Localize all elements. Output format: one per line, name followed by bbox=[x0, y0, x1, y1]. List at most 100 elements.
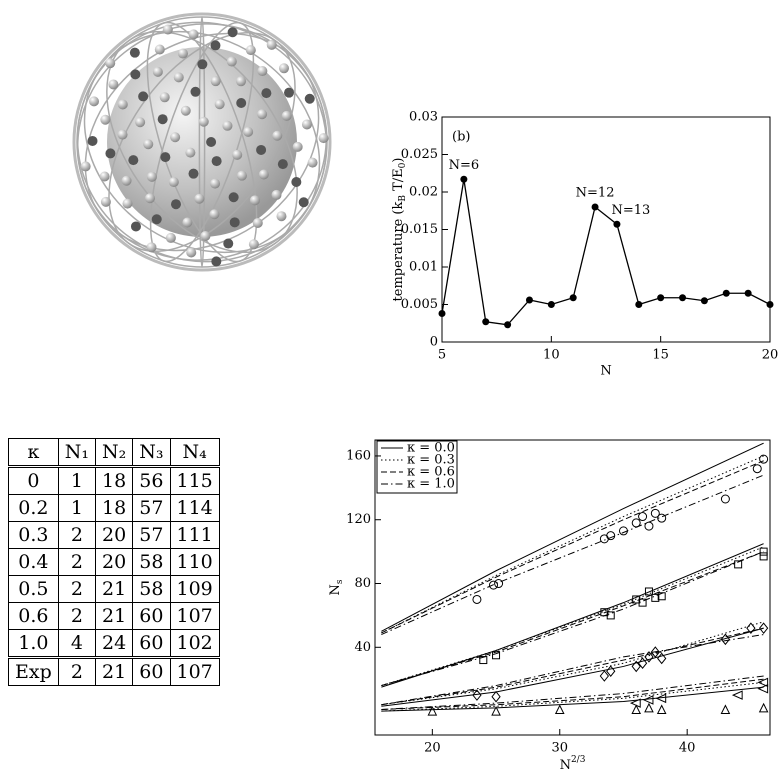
atom bbox=[299, 197, 309, 207]
atom bbox=[118, 99, 128, 109]
cell: 21 bbox=[96, 658, 133, 686]
atom bbox=[143, 139, 153, 149]
atom bbox=[100, 172, 110, 182]
annotation: N=13 bbox=[612, 203, 651, 218]
cell: 111 bbox=[170, 522, 219, 549]
cell: 60 bbox=[133, 658, 170, 686]
data-point bbox=[439, 310, 446, 317]
marker bbox=[428, 707, 436, 715]
atom bbox=[284, 88, 294, 98]
cell: 2 bbox=[58, 576, 95, 603]
atom bbox=[199, 117, 209, 127]
atom bbox=[130, 69, 140, 79]
cluster-image bbox=[41, 0, 363, 298]
data-point bbox=[570, 294, 577, 301]
atom bbox=[256, 145, 266, 155]
atom bbox=[171, 199, 181, 209]
cell: 20 bbox=[96, 549, 133, 576]
atom bbox=[209, 209, 219, 219]
y-label-main: N bbox=[328, 584, 343, 595]
atom bbox=[194, 194, 204, 204]
cell: Exp bbox=[9, 658, 59, 686]
atom bbox=[223, 239, 233, 249]
atom bbox=[128, 155, 138, 165]
atom bbox=[130, 48, 140, 58]
marker bbox=[760, 553, 767, 560]
x-tick-label: 40 bbox=[679, 741, 696, 756]
header-cell: N₂ bbox=[96, 439, 133, 467]
atom bbox=[210, 179, 220, 189]
marker bbox=[607, 532, 615, 540]
x-tick-label: 20 bbox=[424, 741, 441, 756]
atom bbox=[122, 199, 132, 209]
atom bbox=[227, 57, 237, 67]
atom bbox=[197, 59, 207, 69]
y-label-part: ) bbox=[391, 158, 406, 163]
atom bbox=[182, 218, 192, 228]
y-tick-label: 0.03 bbox=[409, 110, 438, 125]
atom bbox=[236, 98, 246, 108]
atom bbox=[152, 214, 162, 224]
marker bbox=[721, 495, 729, 503]
data-point bbox=[504, 321, 511, 328]
atom bbox=[145, 193, 155, 203]
y-tick-label: 0.015 bbox=[401, 222, 438, 237]
atom bbox=[212, 156, 222, 166]
data-point bbox=[723, 290, 730, 297]
atom bbox=[279, 63, 289, 73]
y-label-sub: s bbox=[335, 579, 345, 584]
data-point bbox=[657, 294, 664, 301]
atom bbox=[278, 159, 288, 169]
atom bbox=[163, 25, 173, 35]
cell: 0.3 bbox=[9, 522, 59, 549]
atom bbox=[178, 49, 188, 59]
atom bbox=[101, 197, 111, 207]
atom bbox=[230, 217, 240, 227]
marker bbox=[473, 595, 481, 603]
atom bbox=[302, 119, 312, 129]
data-point bbox=[592, 204, 599, 211]
atom bbox=[89, 96, 99, 106]
marker bbox=[644, 696, 653, 704]
atom bbox=[257, 109, 267, 119]
atom bbox=[170, 132, 180, 142]
marker bbox=[760, 704, 768, 712]
x-label-main: N bbox=[560, 758, 571, 773]
x-tick-label: 30 bbox=[551, 741, 568, 756]
marker bbox=[495, 580, 503, 588]
atom bbox=[185, 148, 195, 158]
marker bbox=[492, 692, 500, 702]
data-point bbox=[767, 301, 774, 308]
atom bbox=[190, 87, 200, 97]
cell: 58 bbox=[133, 576, 170, 603]
x-axis-label: N bbox=[600, 364, 611, 379]
cell: 0.4 bbox=[9, 549, 59, 576]
atom bbox=[81, 161, 91, 171]
y-label-part: T/E bbox=[391, 168, 406, 195]
cell: 2 bbox=[58, 658, 95, 686]
data-point bbox=[613, 221, 620, 228]
x-tick-label: 10 bbox=[543, 348, 560, 363]
cell: 1.0 bbox=[9, 630, 59, 658]
atom bbox=[135, 117, 145, 127]
cell: 60 bbox=[133, 603, 170, 630]
cell: 1 bbox=[58, 495, 95, 522]
atom bbox=[169, 177, 179, 187]
model-curve bbox=[381, 628, 763, 706]
atom bbox=[138, 91, 148, 101]
cell: 102 bbox=[170, 630, 219, 658]
atom bbox=[267, 40, 277, 50]
cell: 58 bbox=[133, 549, 170, 576]
cell: 2 bbox=[58, 603, 95, 630]
cell: 1 bbox=[58, 467, 95, 495]
atom bbox=[250, 195, 260, 205]
cell: 57 bbox=[133, 522, 170, 549]
header-cell: κ bbox=[9, 439, 59, 467]
header-cell: N₁ bbox=[58, 439, 95, 467]
cell: 57 bbox=[133, 495, 170, 522]
atom bbox=[282, 111, 292, 121]
atom bbox=[210, 40, 220, 50]
data-point bbox=[701, 297, 708, 304]
atom bbox=[243, 127, 253, 137]
x-tick-label: 20 bbox=[762, 348, 779, 363]
